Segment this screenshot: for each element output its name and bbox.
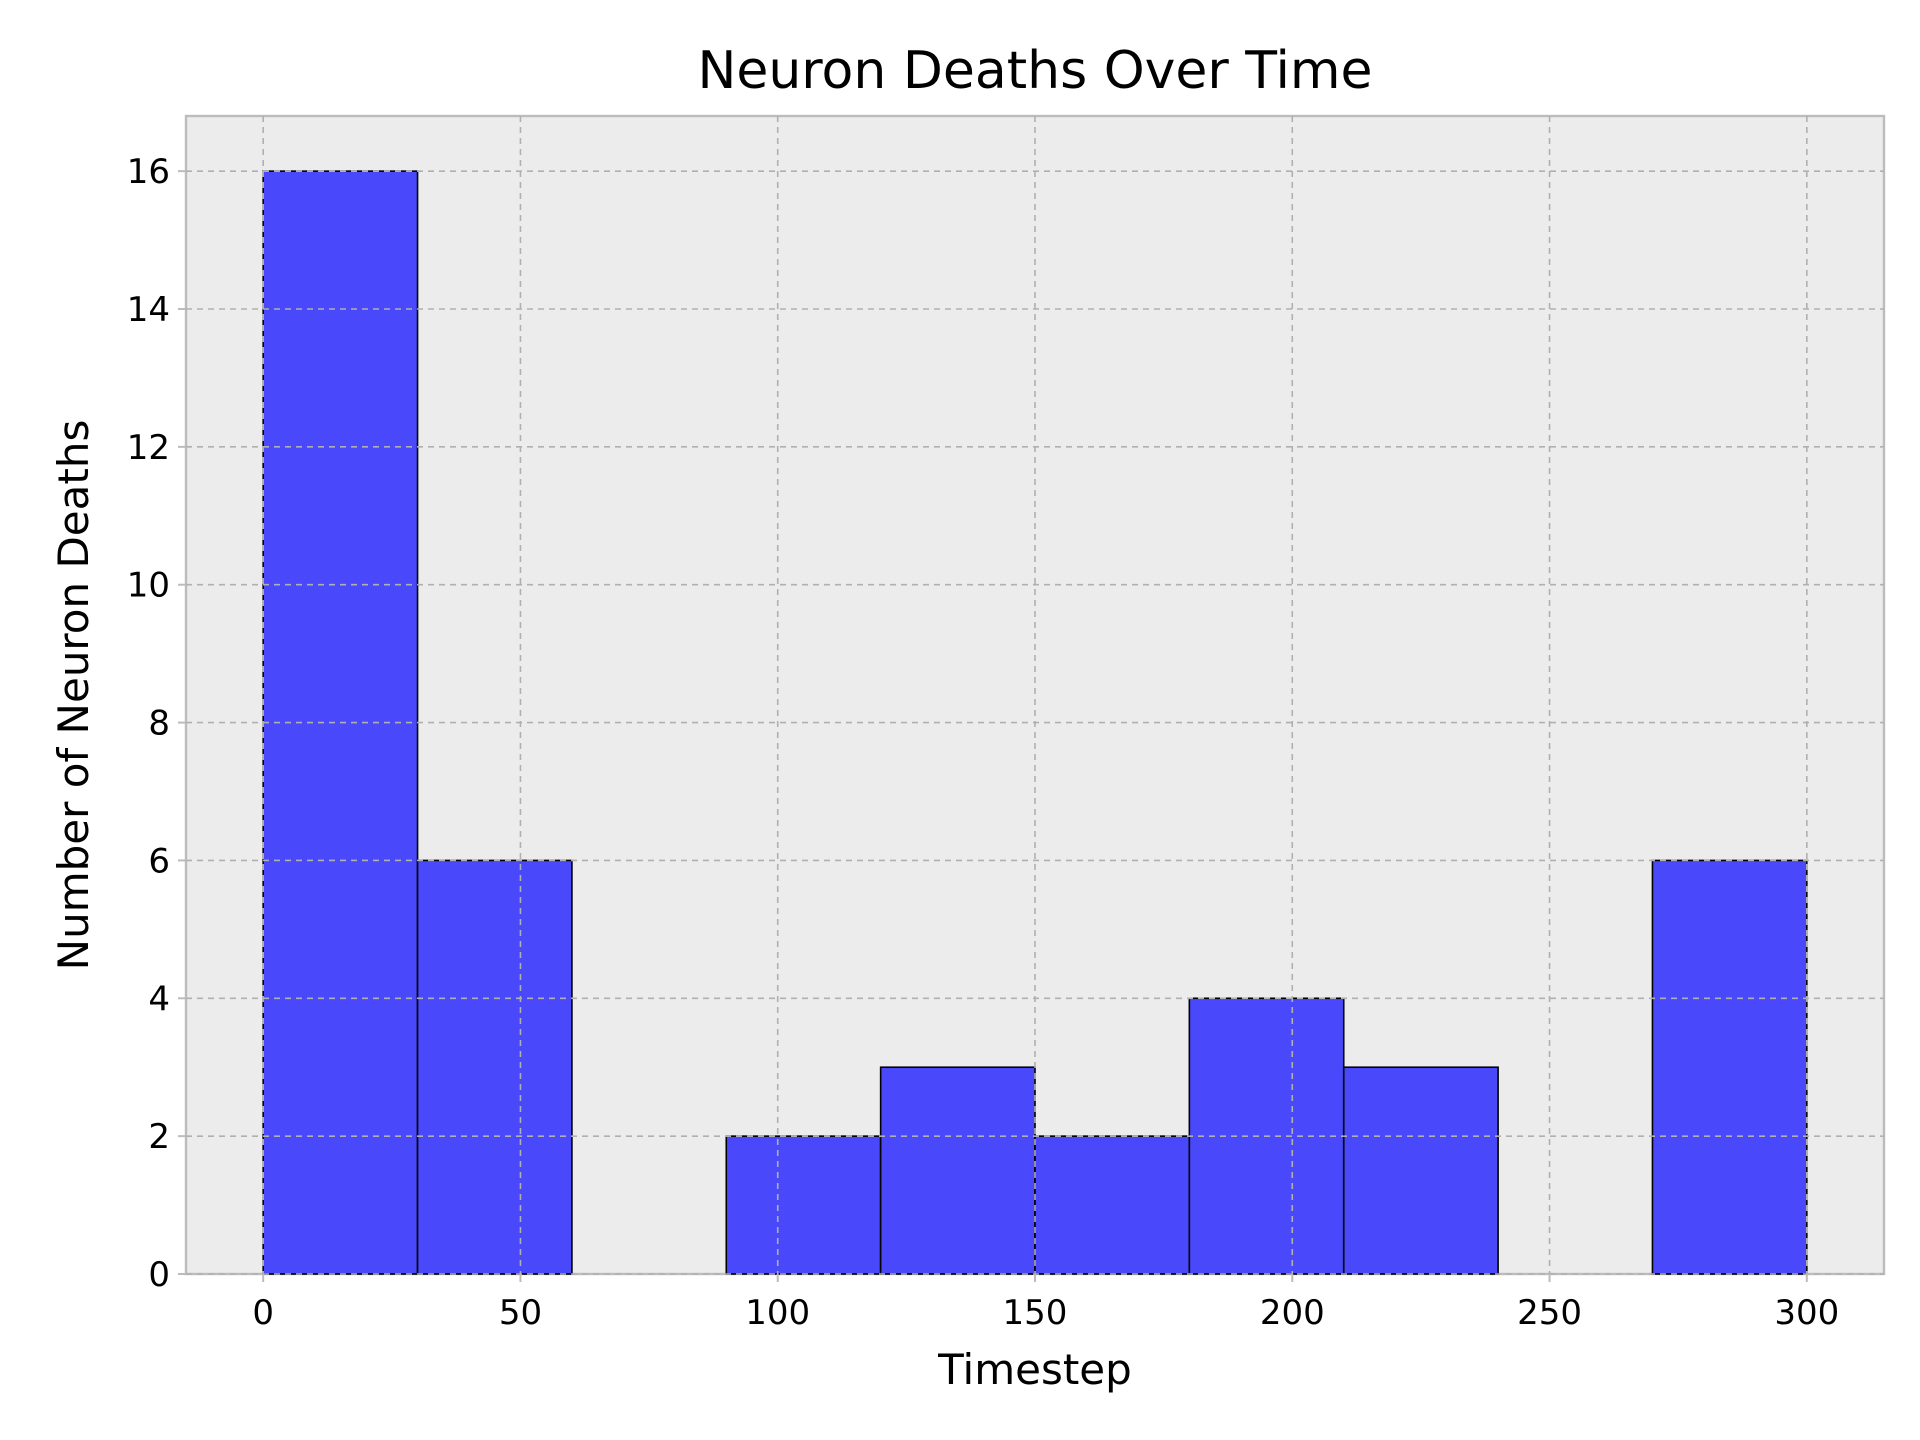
histogram-bar-5 [1034,1135,1191,1275]
y-tick-label: 8 [148,704,170,744]
x-axis-label: Timestep [937,1345,1132,1394]
x-tick-label: 300 [1774,1293,1839,1333]
histogram-bar-9 [1651,859,1808,1275]
y-axis-label: Number of Neuron Deaths [49,420,98,971]
chart-title: Neuron Deaths Over Time [697,41,1372,101]
x-tick-label: 50 [499,1293,542,1333]
grid-lines [186,116,1884,1275]
y-tick-label: 4 [148,979,170,1019]
histogram-bar-3 [725,1135,882,1275]
histogram-bar-7 [1342,1066,1499,1275]
x-axis-ticks: 0 50 100 150 200 250 300 [252,1274,1839,1333]
y-tick-label: 12 [127,428,170,468]
x-tick-label: 0 [252,1293,274,1333]
y-tick-label: 14 [127,290,170,330]
histogram-bars [262,170,1808,1275]
y-tick-label: 16 [127,152,170,192]
histogram-bar-1 [416,859,573,1275]
x-tick-label: 150 [1003,1293,1068,1333]
histogram-bar-4 [879,1066,1036,1275]
y-tick-label: 2 [148,1117,170,1157]
y-tick-label: 6 [148,841,170,881]
y-tick-label: 0 [148,1255,170,1295]
x-tick-label: 200 [1260,1293,1325,1333]
y-tick-label: 10 [127,566,170,606]
x-tick-label: 250 [1517,1293,1582,1333]
x-tick-label: 100 [745,1293,810,1333]
y-axis-ticks: 0 2 4 6 8 10 12 14 16 [127,152,186,1295]
